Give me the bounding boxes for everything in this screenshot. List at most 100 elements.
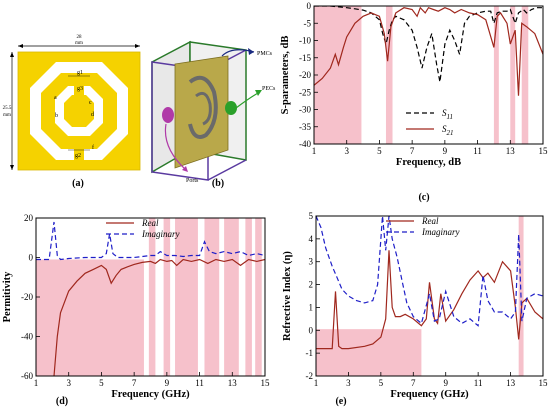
y-axis-label: S-parameters, dB (280, 36, 291, 115)
y-axis-label: Permitivity (2, 271, 13, 322)
width-unit: mm (75, 41, 83, 46)
shaded-band (521, 6, 529, 144)
height-label: 25.5 (3, 106, 12, 111)
x-tick-label: 13 (228, 378, 238, 388)
y-tick-label: -5 (304, 18, 312, 28)
y-tick-label: 0 (29, 253, 34, 263)
x-tick-label: 3 (66, 378, 71, 388)
label-pmcs: PMCs (257, 51, 273, 57)
label-ports: Ports (186, 178, 199, 184)
series-line-real (53, 258, 265, 376)
x-tick-label: 13 (506, 146, 516, 156)
board-ring-outer (188, 75, 218, 139)
x-tick-label: 9 (443, 146, 448, 156)
panel-label-a: (a) (72, 178, 84, 189)
panel-label-e: (e) (335, 396, 346, 407)
dim-b: b (55, 113, 58, 119)
y-tick-label: 4 (309, 234, 314, 244)
x-tick-label: 5 (379, 378, 384, 388)
width-arrow-left (18, 44, 23, 48)
panel-label-b: (b) (212, 178, 224, 189)
x-tick-label: 7 (411, 378, 416, 388)
dim-a: a (54, 95, 57, 101)
x-axis-label: Frequency (GHz) (390, 389, 469, 400)
y-tick-label: -30 (299, 105, 311, 115)
x-tick-label: 11 (474, 378, 483, 388)
shaded-band (316, 329, 422, 376)
series-line-s11 (314, 6, 543, 83)
series-line-imaginary (316, 216, 543, 327)
inner-ring-inner (64, 95, 94, 127)
x-axis-label: Frequency (GHz) (111, 389, 190, 400)
dim-g1: g1 (77, 70, 83, 76)
port-1 (162, 107, 174, 123)
x-tick-label: 15 (539, 146, 549, 156)
pmc-arrowhead (248, 48, 254, 55)
y-tick-label: 0 (307, 1, 312, 11)
legend-label: S11 (442, 108, 453, 121)
y-axis-label: Refrective Index (η) (282, 251, 293, 341)
shaded-band (36, 259, 144, 376)
plot-frame (315, 215, 544, 377)
height-unit: mm (3, 113, 11, 118)
width-arrow-right (135, 44, 140, 48)
shaded-band (245, 218, 252, 376)
dim-c: c (89, 100, 92, 106)
shaded-band (204, 218, 220, 376)
x-tick-label: 1 (34, 378, 39, 388)
x-tick-label: 11 (473, 146, 482, 156)
y-tick-label: -40 (299, 139, 311, 149)
x-tick-label: 15 (261, 378, 271, 388)
x-tick-label: 9 (165, 378, 170, 388)
x-tick-label: 1 (314, 378, 319, 388)
x-tick-label: 11 (195, 378, 204, 388)
outer-ring-gap (74, 140, 84, 162)
y-tick-label: 20 (24, 213, 34, 223)
label-pecs: PECs (262, 86, 276, 92)
port-2 (225, 101, 237, 115)
box-edge-bottom (207, 159, 247, 181)
y-tick-label: 5 (309, 211, 314, 221)
legend-label: Imaginary (421, 227, 460, 237)
shaded-band (175, 218, 198, 376)
x-tick-label: 3 (344, 146, 349, 156)
width-label: 28 (77, 35, 83, 40)
x-tick-label: 5 (99, 378, 104, 388)
dim-d: d (91, 112, 94, 118)
x-tick-label: 15 (539, 378, 549, 388)
x-tick-label: 13 (506, 378, 516, 388)
legend-label: Real (141, 218, 159, 228)
x-axis-label: Frequency, dB (396, 157, 461, 168)
shaded-band (493, 6, 499, 144)
shaded-band (510, 6, 516, 144)
legend-label: S21 (442, 124, 454, 137)
series-line-s21 (314, 6, 543, 96)
series-line-real (316, 250, 543, 350)
x-tick-label: 9 (443, 378, 448, 388)
y-tick-label: -35 (299, 122, 311, 132)
shaded-band (163, 218, 171, 376)
shaded-band (255, 218, 262, 376)
y-tick-label: -20 (299, 70, 311, 80)
port-arrowhead (182, 166, 188, 172)
y-tick-label: -25 (299, 87, 311, 97)
legend-label: Imaginary (141, 229, 180, 239)
series-line-imaginary (36, 221, 265, 261)
shaded-band (314, 6, 362, 144)
panel-label-c: (c) (418, 192, 429, 203)
y-tick-label: -10 (299, 36, 311, 46)
dim-g3: g3 (77, 86, 83, 92)
shaded-band (224, 218, 239, 376)
shaded-band (148, 218, 156, 376)
y-tick-label: 2 (309, 280, 314, 290)
y-tick-label: -1 (306, 348, 314, 358)
height-arrow-top (10, 52, 14, 57)
height-arrow-bottom (10, 165, 14, 170)
y-tick-label: 1 (309, 302, 314, 312)
y-tick-label: 0 (309, 325, 314, 335)
port-leader (164, 123, 187, 171)
x-tick-label: 7 (132, 378, 137, 388)
substrate (174, 55, 229, 169)
